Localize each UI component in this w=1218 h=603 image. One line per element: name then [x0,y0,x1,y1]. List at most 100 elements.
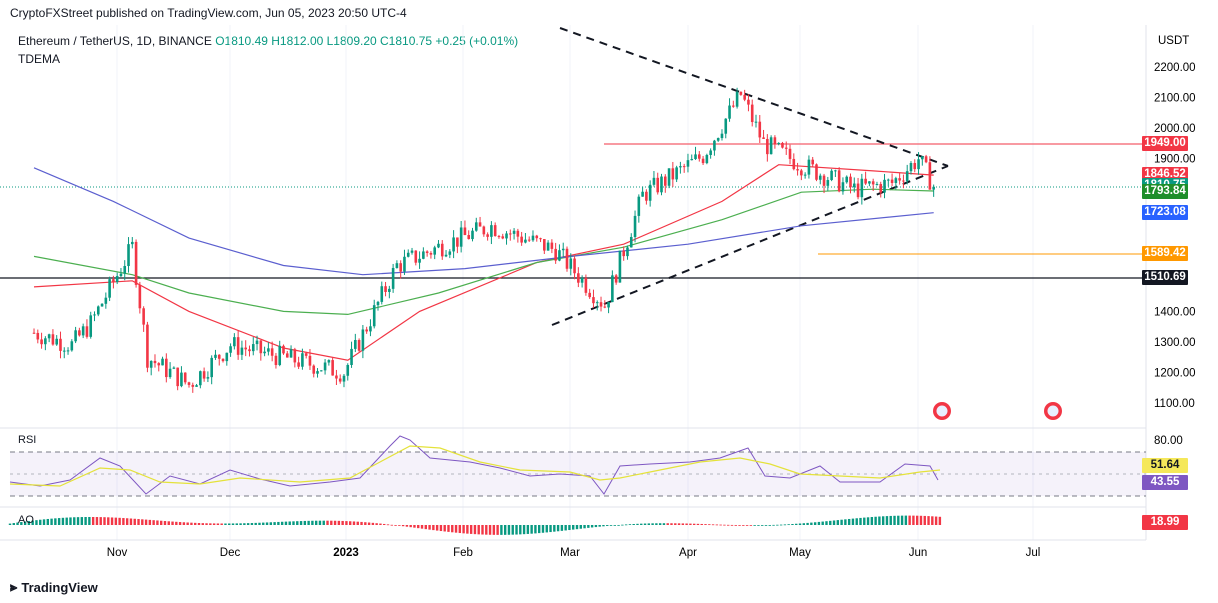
ao-bar [632,523,635,525]
candle-body [312,365,316,374]
ao-bar [152,520,155,525]
candle-body [255,340,259,345]
candle-body [497,236,501,238]
ao-bar [69,517,72,525]
ao-bar [352,521,356,525]
ao-bar [367,522,371,525]
candle-body [667,168,671,186]
ao-bar [806,522,809,525]
candle-body [837,170,841,192]
candle-body [251,344,255,352]
candle-body [784,147,788,149]
ao-bar [674,523,677,525]
ao-bar [874,516,877,525]
candle-body [425,251,429,254]
candle-body [524,239,527,243]
ao-bar [80,517,84,525]
ao-bar [912,515,915,525]
ao-bar [938,516,942,525]
price-badge: 1793.84 [1142,183,1188,199]
time-axis[interactable]: Nov Dec 2023 Feb Mar Apr May Jun Jul [107,547,1041,559]
candle-body [845,176,849,183]
price-badge: 1510.69 [1142,270,1188,286]
ao-bar [148,519,152,525]
price-badge: 1723.08 [1142,205,1188,221]
price-axis[interactable]: USDT 2200.00 2100.00 2000.00 1900.00 1400.00 1… [1154,35,1196,447]
ao-bar [197,523,201,525]
candle-body [282,345,285,354]
price-tick-label: 1200.00 [1154,367,1196,379]
ao-bar [454,525,458,533]
ao-bar [125,518,129,525]
candle-body [701,158,705,164]
ao-bar [341,520,344,525]
candle-body [561,248,565,251]
candle-body [512,230,516,234]
economic-event-icon[interactable] [1044,402,1062,420]
ao-bar [246,523,250,525]
ao-bar [337,520,341,525]
ao-bar [575,525,579,530]
ao-bar [114,517,118,525]
rsi-label[interactable]: RSI [18,434,37,446]
symbol-legend[interactable]: Ethereum / TetherUS, 1D, BINANCE O1810.4… [18,34,518,48]
candle-body [849,176,852,188]
candle-body [391,267,395,289]
candle-body [388,288,391,292]
ao-bar [345,521,348,525]
ao-bar [469,525,473,534]
candle-body [800,170,803,176]
ao-bar [364,522,367,525]
ao-bar [776,524,779,526]
time-tick-label: Jun [909,547,928,559]
ao-bar [787,524,790,526]
ao-bar [144,519,148,525]
candle-body [323,362,327,371]
candle-body [346,364,350,376]
candle-body [153,360,157,364]
candle-body [852,183,856,188]
ao-bar [432,525,435,531]
upper-trendline[interactable] [559,27,949,167]
candle-body [546,242,550,251]
candlestick-layer [32,87,935,393]
tradingview-wordmark: TradingView [21,579,98,595]
candle-body [459,227,463,247]
candle-body [871,181,875,185]
candle-body [372,305,376,327]
candle-body [728,105,731,119]
candle-body [505,233,508,239]
ao-bar [658,523,662,525]
ao-bar [931,516,934,525]
ao-bar [8,523,12,525]
ao-bar [583,525,586,529]
ao-bar [772,524,775,526]
candle-body [335,375,338,379]
candle-body [187,382,191,385]
ao-bar [511,525,514,535]
ao-bar [662,523,666,525]
candle-body [440,243,444,257]
economic-event-icon[interactable] [933,402,951,420]
candle-body [44,338,47,345]
candle-body [474,222,478,231]
candle-body [716,138,720,141]
ao-bar [118,517,121,525]
ao-label[interactable]: AO [18,514,34,526]
tradingview-logo[interactable]: ⫸ TradingView [10,579,98,595]
candle-body [248,349,251,352]
ao-bar [916,515,919,525]
ao-bar [893,515,896,525]
price-tick-label: 1300.00 [1154,337,1196,349]
candle-body [263,351,266,354]
candle-body [493,225,497,237]
candle-body [875,184,879,186]
ema-line-3 [33,167,934,276]
candle-body [577,273,580,283]
candle-body [520,236,523,243]
tradingview-logo-icon: ⫸ [10,579,18,594]
indicator-name[interactable]: TDEMA [18,52,60,66]
ao-bar [863,517,866,525]
candle-body [531,235,535,241]
